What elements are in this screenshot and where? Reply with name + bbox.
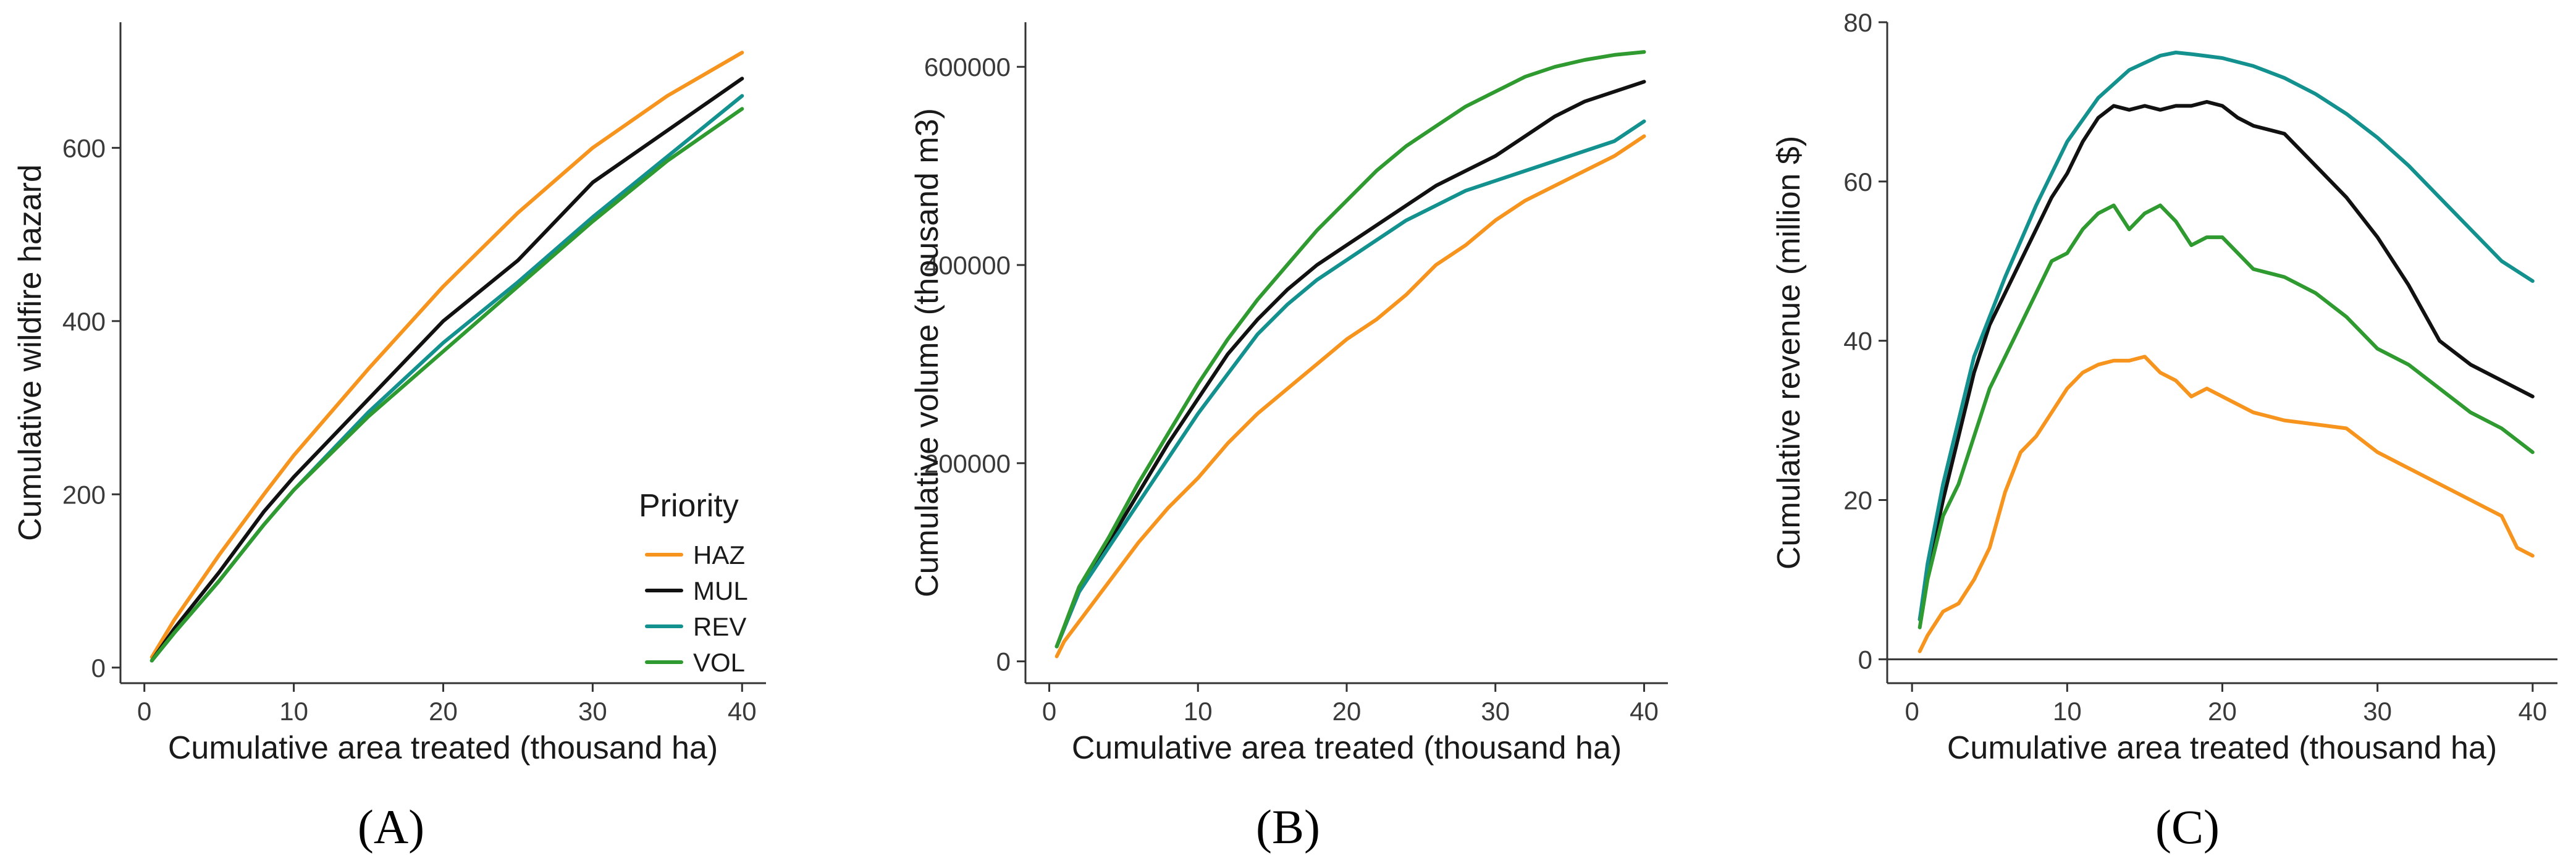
panel-a-x-tick-label: 10: [279, 697, 308, 726]
panel-a-x-tick-label: 40: [728, 697, 757, 726]
panel-b-series: [1054, 50, 1646, 658]
panel-c-series-vol: [1917, 203, 2535, 629]
panel-c-series-haz: [1917, 355, 2535, 654]
panel-b-y-tick-label: 600000: [924, 53, 1011, 82]
panel-a-series: [149, 51, 744, 663]
legend: Priority HAZ MUL REV VOL: [639, 488, 748, 677]
panel-c-label: (C): [2155, 800, 2220, 854]
panel-b-series-haz: [1054, 134, 1646, 658]
panel-b-x-label: Cumulative area treated (thousand ha): [1072, 730, 1622, 766]
panel-a-series-mul: [149, 77, 744, 663]
panel-a-y-tick-label: 0: [91, 654, 106, 683]
panel-a-series-haz: [149, 51, 744, 659]
panel-a-series-rev: [149, 94, 744, 663]
panel-b-x-tick-label: 0: [1042, 697, 1056, 726]
panel-b-x-tick-label: 30: [1481, 697, 1510, 726]
panel-c-y-tick-label: 80: [1843, 8, 1872, 37]
panel-b-series-rev: [1054, 119, 1646, 649]
legend-title: Priority: [639, 488, 739, 524]
legend-label-rev: REV: [693, 612, 746, 641]
panel-c-series: [1917, 51, 2535, 654]
panel-c-x-label: Cumulative area treated (thousand ha): [1947, 730, 2497, 766]
panel-b-x-tick-label: 40: [1630, 697, 1659, 726]
panel-b-x-tick-label: 10: [1184, 697, 1213, 726]
panel-b-series-mul: [1054, 80, 1646, 649]
panel-c-y-tick-label: 60: [1843, 167, 1872, 196]
panel-a-y-label: Cumulative wildfire hazard: [12, 164, 48, 541]
panel-c-x-tick-label: 40: [2518, 697, 2547, 726]
panel-a-x-tick-label: 30: [578, 697, 607, 726]
panel-b-ticks: 0 10 20 30 40 0 200000 400000 600000: [924, 53, 1659, 726]
panel-b-y-tick-label: 200000: [924, 449, 1011, 478]
panel-a-y-tick-label: 600: [62, 133, 106, 162]
panel-c-x-tick-label: 0: [1905, 697, 1919, 726]
panel-c-x-tick-label: 20: [2208, 697, 2237, 726]
panel-c-series-rev: [1917, 51, 2535, 621]
panel-c-y-label: Cumulative revenue (million $): [1771, 136, 1807, 570]
panel-b: 0 10 20 30 40 0 200000 400000 600000 Cumulative …: [909, 22, 1668, 854]
panel-a-label: (A): [358, 800, 424, 854]
panel-b-series-vol: [1054, 50, 1646, 649]
legend-label-vol: VOL: [693, 648, 745, 677]
panel-b-y-tick-label: 400000: [924, 251, 1011, 280]
panel-b-x-tick-label: 20: [1332, 697, 1362, 726]
legend-label-haz: HAZ: [693, 540, 745, 570]
panel-b-y-tick-label: 0: [996, 647, 1011, 676]
panel-b-label: (B): [1256, 800, 1320, 854]
panel-a-x-label: Cumulative area treated (thousand ha): [168, 730, 718, 766]
panel-c-y-tick-label: 20: [1843, 486, 1872, 515]
panel-c-y-tick-label: 0: [1858, 645, 1872, 674]
panel-a-y-tick-label: 200: [62, 480, 106, 509]
panel-c-x-tick-label: 10: [2053, 697, 2082, 726]
panel-b-y-label: Cumulative volume (thousand m3): [909, 108, 945, 597]
panel-c-series-mul: [1917, 99, 2535, 621]
panel-a-x-tick-label: 0: [137, 697, 151, 726]
panel-a-series-vol: [149, 107, 744, 663]
legend-label-mul: MUL: [693, 576, 748, 605]
panel-c: 0 10 20 30 40 0 20 40 60 80 Cumulative revenue (m…: [1771, 8, 2557, 854]
panel-a-x-tick-label: 20: [429, 697, 458, 726]
panel-c-x-tick-label: 30: [2363, 697, 2392, 726]
panel-a-y-tick-label: 400: [62, 307, 106, 336]
panel-c-ticks: 0 10 20 30 40 0 20 40 60 80: [1843, 8, 2547, 726]
panel-c-y-tick-label: 40: [1843, 327, 1872, 356]
